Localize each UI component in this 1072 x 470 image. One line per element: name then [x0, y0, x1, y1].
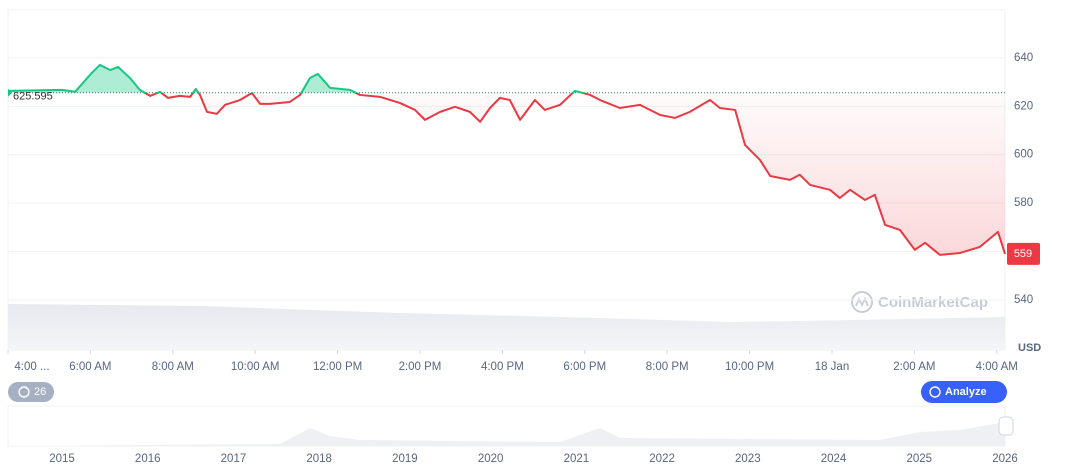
x-tick-label: 6:00 PM: [563, 361, 606, 373]
navigator-label: 2022: [649, 453, 675, 465]
volume-area: [8, 304, 1005, 350]
x-tick-label: 10:00 AM: [231, 361, 280, 373]
x-tick-label: 2:00 AM: [893, 361, 935, 373]
current-price-box: [1007, 242, 1040, 265]
watermark-text: CoinMarketCap: [878, 294, 988, 311]
y-tick-label: 580: [1014, 197, 1033, 209]
y-tick-label: 540: [1014, 294, 1033, 306]
x-tick-label: 8:00 AM: [152, 361, 194, 373]
navigator-area: [8, 422, 1005, 446]
history-icon: [18, 386, 30, 398]
analyze-icon: [929, 386, 941, 398]
navigator-label: 2024: [821, 453, 847, 465]
baseline-marker: [8, 88, 12, 97]
navigator-label: 2015: [49, 453, 75, 465]
x-tick-label: 6:00 AM: [69, 361, 111, 373]
navigator-label: 2018: [306, 453, 332, 465]
navigator-label: 2026: [992, 453, 1018, 465]
history-badge[interactable]: [8, 382, 54, 402]
baseline-label: 625.595: [13, 91, 53, 103]
navigator-label: 2019: [392, 453, 418, 465]
navigator-label: 2023: [735, 453, 761, 465]
y-tick-label: 600: [1014, 149, 1033, 161]
x-tick-label: 4:00 AM: [976, 361, 1018, 373]
x-tick-label: 8:00 PM: [646, 361, 689, 373]
navigator-label: 2021: [564, 453, 590, 465]
x-tick-label: 4:00 PM: [481, 361, 524, 373]
x-tick-label: 4:00 ...: [14, 361, 49, 373]
price-line: [7, 63, 1006, 256]
history-badge-text: 26: [34, 386, 46, 398]
x-tick-label: 18 Jan: [815, 361, 850, 373]
x-tick-label: 2:00 PM: [399, 361, 442, 373]
navigator-label: 2016: [135, 453, 161, 465]
y-tick-label: 620: [1014, 100, 1033, 112]
y-unit: USD: [1018, 342, 1041, 354]
analyze-text: Analyze: [945, 386, 987, 398]
y-tick-label: 640: [1014, 52, 1033, 64]
navigator-label: 2025: [906, 453, 932, 465]
navigator-label: 2017: [221, 453, 247, 465]
watermark: CoinMarketCap: [851, 291, 988, 313]
x-tick-label: 10:00 PM: [725, 361, 774, 373]
x-tick-label: 12:00 PM: [313, 361, 362, 373]
current-price-label: 559: [1014, 248, 1032, 260]
navigator: [7, 405, 1006, 447]
navigator-label: 2020: [478, 453, 504, 465]
navigator-handle[interactable]: [998, 416, 1014, 436]
price-area: [8, 64, 1005, 255]
analyze-button[interactable]: [921, 381, 1007, 403]
